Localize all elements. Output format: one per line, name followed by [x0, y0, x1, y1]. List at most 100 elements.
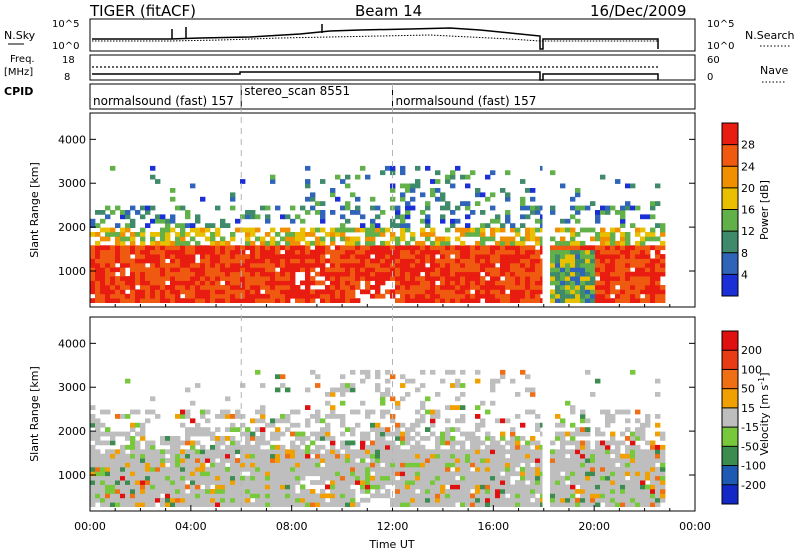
heatmap-cell	[340, 374, 346, 380]
heatmap-cell	[210, 262, 216, 268]
heatmap-cell	[605, 502, 611, 507]
heatmap-cell	[330, 210, 336, 215]
heatmap-cell	[430, 249, 436, 255]
heatmap-cell	[350, 493, 356, 499]
heatmap-cell	[150, 174, 156, 180]
heatmap-cell	[535, 298, 541, 303]
heatmap-cell	[245, 210, 251, 215]
heatmap-cell	[125, 489, 131, 494]
heatmap-cell	[330, 249, 336, 255]
heatmap-cell	[375, 205, 381, 211]
heatmap-cell	[495, 249, 501, 255]
heatmap-cell	[595, 258, 601, 264]
heatmap-cell	[220, 458, 226, 463]
heatmap-cell	[180, 289, 186, 295]
colorbar-tick-label: 50	[741, 383, 755, 396]
heatmap-cell	[120, 444, 126, 450]
heatmap-cell	[640, 449, 646, 455]
heatmap-cell	[330, 409, 336, 415]
heatmap-cell	[350, 497, 356, 503]
heatmap-cell	[510, 258, 516, 264]
heatmap-cell	[375, 449, 381, 455]
heatmap-cell	[115, 493, 121, 499]
heatmap-cell	[175, 205, 181, 211]
heatmap-cell	[405, 493, 411, 499]
heatmap-cell	[315, 249, 321, 255]
heatmap-cell	[200, 480, 206, 485]
heatmap-cell	[320, 258, 326, 264]
colorbar-swatch	[722, 209, 738, 232]
heatmap-cell	[385, 240, 391, 246]
heatmap-cell	[165, 240, 171, 246]
heatmap-cell	[425, 289, 431, 295]
heatmap-cell	[105, 232, 111, 237]
heatmap-cell	[315, 293, 321, 299]
heatmap-cell	[130, 449, 136, 455]
heatmap-cell	[575, 471, 581, 477]
heatmap-cell	[425, 276, 431, 281]
heatmap-cell	[415, 453, 421, 459]
heatmap-cell	[425, 471, 431, 477]
heatmap-cell	[230, 414, 236, 419]
heatmap-cell	[220, 475, 226, 481]
heatmap-cell	[470, 502, 476, 507]
heatmap-cell	[290, 471, 296, 477]
heatmap-cell	[410, 249, 416, 255]
heatmap-cell	[305, 285, 311, 290]
heatmap-cell	[645, 258, 651, 264]
heatmap-cell	[440, 293, 446, 299]
heatmap-cell	[500, 271, 506, 277]
heatmap-cell	[200, 493, 206, 499]
heatmap-cell	[420, 298, 426, 303]
heatmap-cell	[145, 453, 151, 459]
heatmap-cell	[495, 245, 501, 251]
heatmap-cell	[360, 262, 366, 268]
heatmap-cell	[90, 262, 96, 268]
heatmap-cell	[555, 240, 561, 246]
heatmap-cell	[570, 298, 576, 303]
heatmap-cell	[580, 258, 586, 264]
heatmap-cell	[375, 462, 381, 468]
heatmap-cell	[510, 462, 516, 468]
heatmap-cell	[345, 258, 351, 264]
heatmap-cell	[115, 449, 121, 455]
heatmap-cell	[470, 285, 476, 290]
heatmap-cell	[230, 192, 236, 198]
heatmap-cell	[620, 462, 626, 468]
heatmap-cell	[90, 436, 96, 441]
heatmap-cell	[625, 458, 631, 463]
heatmap-cell	[205, 293, 211, 299]
heatmap-cell	[275, 276, 281, 281]
heatmap-cell	[180, 236, 186, 242]
heatmap-cell	[140, 493, 146, 499]
heatmap-cell	[400, 267, 406, 273]
heatmap-cell	[170, 471, 176, 477]
heatmap-cell	[135, 249, 141, 255]
heatmap-cell	[90, 223, 96, 228]
heatmap-cell	[225, 466, 231, 472]
heatmap-cell	[655, 471, 661, 477]
heatmap-cell	[285, 489, 291, 494]
heatmap-cell	[225, 254, 231, 259]
heatmap-cell	[135, 489, 141, 494]
heatmap-cell	[350, 409, 356, 415]
heatmap-cell	[140, 471, 146, 477]
heatmap-cell	[425, 466, 431, 472]
heatmap-cell	[345, 293, 351, 299]
heatmap-cell	[270, 258, 276, 264]
heatmap-cell	[385, 254, 391, 259]
heatmap-cell	[335, 254, 341, 259]
heatmap-cell	[655, 466, 661, 472]
heatmap-cell	[630, 254, 636, 259]
heatmap-cell	[120, 484, 126, 490]
heatmap-cell	[350, 280, 356, 286]
heatmap-cell	[230, 276, 236, 281]
heatmap-cell	[125, 497, 131, 503]
heatmap-cell	[395, 405, 401, 410]
heatmap-cell	[445, 475, 451, 481]
heatmap-cell	[610, 431, 616, 437]
heatmap-cell	[535, 285, 541, 290]
heatmap-cell	[345, 249, 351, 255]
heatmap-cell	[445, 431, 451, 437]
heatmap-cell	[485, 289, 491, 295]
